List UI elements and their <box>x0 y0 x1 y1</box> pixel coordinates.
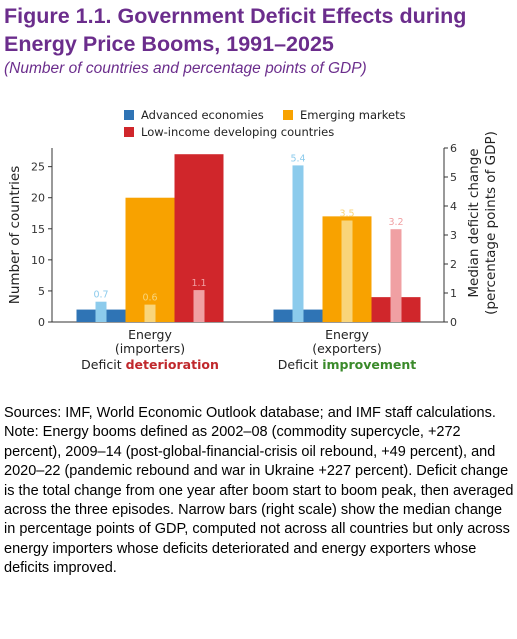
y-tick-label-right: 4 <box>450 200 457 213</box>
category-label: (importers) <box>115 341 185 356</box>
category-note-highlight: deterioration <box>126 357 219 372</box>
notes-block: Sources: IMF, World Economic Outlook dat… <box>4 404 514 579</box>
category-note: Deficit deterioration <box>81 357 219 372</box>
y-tick-label-left: 25 <box>31 161 45 174</box>
bar-median <box>144 304 156 322</box>
bar-median <box>390 229 402 322</box>
y-tick-label-right: 5 <box>450 171 457 184</box>
category-label: Energy <box>128 327 172 342</box>
category-label: (exporters) <box>312 341 382 356</box>
median-data-label: 3.2 <box>388 217 403 228</box>
y-axis-label-left: Number of countries <box>7 166 23 305</box>
y-tick-label-right: 2 <box>450 258 457 271</box>
y-tick-label-left: 5 <box>38 285 45 298</box>
y-tick-label-right: 3 <box>450 229 457 242</box>
note-text: Note: Energy booms defined as 2002–08 (c… <box>4 424 514 577</box>
median-data-label: 3.5 <box>339 209 354 220</box>
bar-median <box>341 220 353 322</box>
y-axis-label-right: Median deficit change <box>466 148 482 297</box>
category-note-highlight: improvement <box>322 357 416 372</box>
y-tick-label-left: 15 <box>31 223 45 236</box>
category-note-prefix: Deficit <box>278 357 322 372</box>
y-tick-label-left: 10 <box>31 254 45 267</box>
legend-entry: Advanced economies <box>141 108 264 122</box>
category-note: Deficit improvement <box>278 357 416 372</box>
figure-title: Figure 1.1. Government Deficit Effects d… <box>4 4 467 56</box>
category-note-prefix: Deficit <box>81 357 125 372</box>
legend-entry: Emerging markets <box>300 108 406 122</box>
legend-swatch <box>124 127 134 137</box>
y-tick-label-left: 0 <box>38 316 45 329</box>
legend-swatch <box>124 110 134 120</box>
median-data-label: 0.7 <box>93 290 108 301</box>
bar-median <box>292 165 304 322</box>
y-axis-label-right: (percentage points of GDP) <box>483 131 499 315</box>
bar-median <box>193 290 205 322</box>
deficit-chart: 0 5 10 15 20 25 0 1 2 3 4 5 6 Number of countries Medi… <box>7 108 499 372</box>
median-data-label: 1.1 <box>191 278 206 289</box>
bar-count <box>125 197 175 322</box>
median-data-label: 0.6 <box>142 293 157 304</box>
bar-median <box>95 301 107 322</box>
y-tick-label-right: 1 <box>450 287 457 300</box>
legend-swatch <box>283 110 293 120</box>
figure-subtitle: (Number of countries and percentage poin… <box>4 60 367 77</box>
y-tick-label-left: 20 <box>31 192 45 205</box>
legend-entry: Low-income developing countries <box>141 125 334 139</box>
category-label: Energy <box>325 327 369 342</box>
sources-text: Sources: IMF, World Economic Outlook dat… <box>4 405 496 421</box>
median-data-label: 5.4 <box>290 153 305 164</box>
y-tick-label-right: 0 <box>450 316 457 329</box>
y-tick-label-right: 6 <box>450 142 457 155</box>
